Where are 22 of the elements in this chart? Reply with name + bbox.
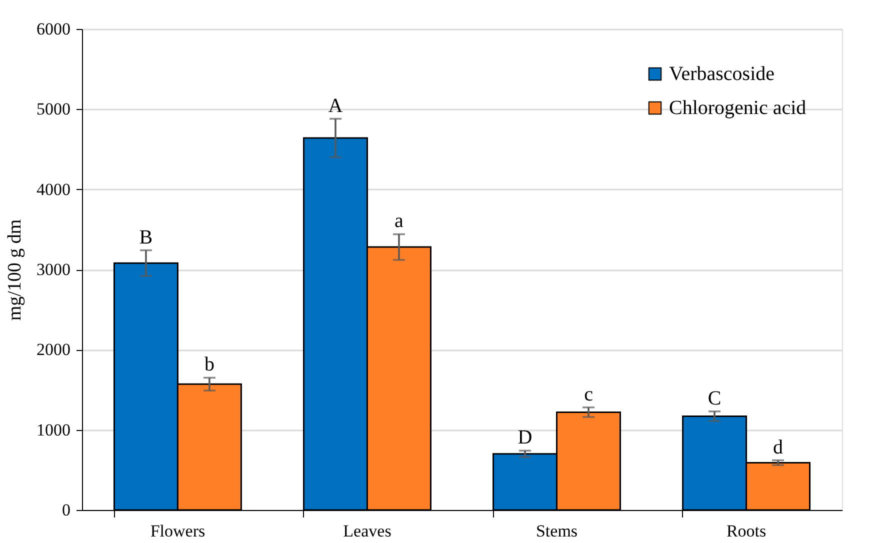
data-label: D [518,426,532,449]
y-tick-label: 0 [62,500,70,520]
y-tick-label: 2000 [36,340,70,360]
y-tick-label: 3000 [36,260,70,279]
data-label: d [773,436,784,458]
x-tick-label: Flowers [150,522,206,540]
legend-label: Verbascoside [669,63,775,85]
data-label: B [139,226,153,248]
x-tick-label: Leaves [343,522,392,540]
y-tick-label: 4000 [36,180,70,199]
legend-label: Chlorogenic acid [669,97,806,119]
data-label: c [584,383,594,406]
y-axis-title: mg/100 g dm [4,219,26,321]
data-label: A [328,94,344,117]
x-tick-label: Stems [536,522,578,540]
y-tick-label: 5000 [36,100,70,119]
y-tick-label: 6000 [36,20,70,38]
x-tick-label: Roots [726,522,766,540]
y-tick-label: 1000 [36,420,70,440]
data-label: C [708,387,722,410]
data-label: a [394,210,404,232]
data-label: b [204,354,214,376]
